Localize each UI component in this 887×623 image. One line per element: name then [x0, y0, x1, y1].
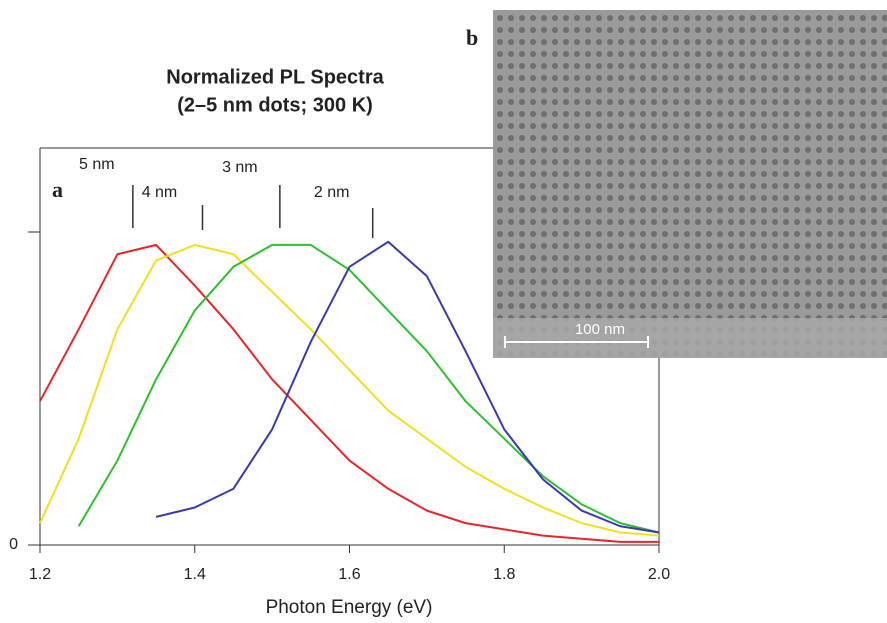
peak-label: 2 nm — [314, 184, 350, 201]
series-line — [39, 243, 659, 543]
x-tick-label: 1.2 — [29, 566, 51, 583]
scale-bar-label: 100 nm — [575, 321, 625, 338]
panel-label: a — [52, 177, 63, 202]
panel-label: b — [466, 25, 478, 50]
tem-image — [493, 10, 887, 358]
tem-substrate — [493, 318, 887, 358]
x-tick-label: 2.0 — [648, 566, 670, 583]
x-axis-label: Photon Energy (eV) — [266, 597, 433, 618]
title-line: (2–5 nm dots; 300 K) — [177, 94, 373, 116]
x-tick-label: 1.6 — [338, 566, 360, 583]
peak-label: 3 nm — [222, 159, 258, 176]
series-line — [155, 240, 660, 534]
peak-label: 5 nm — [79, 156, 115, 173]
series-line — [77, 243, 660, 534]
series-line — [39, 243, 660, 537]
title-line: Normalized PL Spectra — [166, 66, 384, 88]
peak-label: 4 nm — [142, 184, 178, 201]
inset-image: 100 nm — [493, 10, 887, 358]
y-tick-label: 0 — [9, 536, 18, 553]
x-tick-label: 1.8 — [493, 566, 515, 583]
plot-area — [28, 147, 660, 546]
x-tick-label: 1.4 — [184, 566, 206, 583]
